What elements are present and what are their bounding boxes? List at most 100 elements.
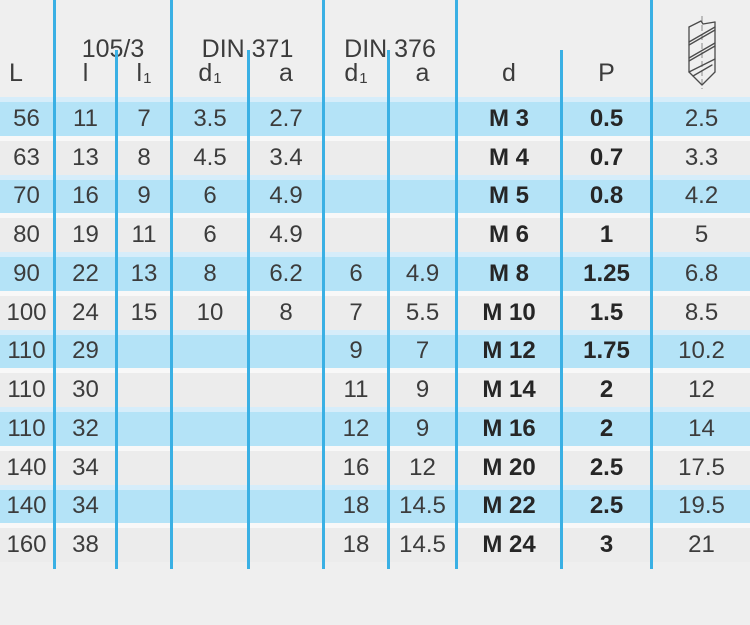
cell-d1-371: 3.5 bbox=[170, 97, 247, 136]
cell-a-371: 8 bbox=[247, 290, 322, 330]
cell-l: 30 bbox=[53, 368, 115, 407]
cell-a-376 bbox=[387, 135, 455, 175]
cell-a-376: 9 bbox=[387, 368, 455, 407]
table-bottom-line-stubs bbox=[0, 562, 750, 569]
cell-d: M 4 bbox=[455, 135, 560, 175]
table-row: 110 29 9 7 M 12 1.75 10.2 bbox=[0, 329, 750, 369]
cell-d: M 20 bbox=[455, 445, 560, 485]
table-row: 140 34 18 14.5 M 22 2.5 19.5 bbox=[0, 484, 750, 524]
col-header-a-376: a bbox=[387, 50, 455, 97]
table-row: 110 32 12 9 M 16 2 14 bbox=[0, 407, 750, 446]
cell-d1-371: 4.5 bbox=[170, 135, 247, 175]
cell-drill-dia: 12 bbox=[650, 368, 750, 407]
cell-d: M 14 bbox=[455, 368, 560, 407]
cell-d1-371 bbox=[170, 523, 247, 562]
cell-L: 160 bbox=[6, 531, 47, 559]
group-header-105-3: 105/3 bbox=[53, 0, 170, 92]
cell-drill-dia: 2.5 bbox=[650, 97, 750, 136]
group-header-drill bbox=[650, 0, 750, 92]
col-header-d: d bbox=[455, 50, 560, 97]
cell-d: M 12 bbox=[455, 329, 560, 369]
cell-a-376: 14.5 bbox=[387, 523, 455, 562]
cell-a-371: 2.7 bbox=[247, 97, 322, 136]
cell-a-376: 9 bbox=[387, 407, 455, 446]
cell-l: 34 bbox=[53, 484, 115, 524]
cell-L: 56 bbox=[13, 104, 40, 132]
table-row: 110 30 11 9 M 14 2 12 bbox=[0, 368, 750, 407]
cell-d1-376: 12 bbox=[322, 407, 387, 446]
cell-a-371 bbox=[247, 484, 322, 524]
table-row: 100 24 15 10 8 7 5.5 M 10 1.5 8.5 bbox=[0, 290, 750, 330]
cell-l1 bbox=[115, 484, 170, 524]
cell-L: 110 bbox=[7, 337, 46, 365]
cell-l1 bbox=[115, 523, 170, 562]
cell-d1-376: 18 bbox=[322, 523, 387, 562]
cell-a-371: 3.4 bbox=[247, 135, 322, 175]
dimension-table: 105/3 DIN 371 DIN 376 bbox=[0, 0, 750, 569]
cell-a-376 bbox=[387, 97, 455, 136]
table-row: 160 38 18 14.5 M 24 3 21 bbox=[0, 523, 750, 562]
cell-d: M 5 bbox=[455, 174, 560, 214]
cell-d: M 16 bbox=[455, 407, 560, 446]
cell-d1-376 bbox=[322, 174, 387, 214]
cell-d1-376 bbox=[322, 97, 387, 136]
col-header-P: P bbox=[560, 50, 650, 97]
cell-P: 1.25 bbox=[560, 252, 650, 291]
cell-l1: 9 bbox=[115, 174, 170, 214]
cell-d: M 3 bbox=[455, 97, 560, 136]
cell-L: 80 bbox=[13, 221, 40, 249]
cell-l: 13 bbox=[53, 135, 115, 175]
cell-l: 16 bbox=[53, 174, 115, 214]
cell-l: 11 bbox=[53, 97, 115, 136]
cell-l1 bbox=[115, 368, 170, 407]
cell-d1-371 bbox=[170, 329, 247, 369]
cell-P: 1.5 bbox=[560, 290, 650, 330]
cell-drill-dia: 3.3 bbox=[650, 135, 750, 175]
cell-l: 24 bbox=[53, 290, 115, 330]
table-row: 90 22 13 8 6.2 6 4.9 M 8 1.25 6.8 bbox=[0, 252, 750, 291]
cell-a-376 bbox=[387, 213, 455, 252]
cell-L: 100 bbox=[6, 298, 47, 326]
cell-l1: 13 bbox=[115, 252, 170, 291]
cell-d1-371: 10 bbox=[170, 290, 247, 330]
cell-a-371 bbox=[247, 368, 322, 407]
cell-P: 2.5 bbox=[560, 445, 650, 485]
cell-d: M 8 bbox=[455, 252, 560, 291]
cell-d: M 10 bbox=[455, 290, 560, 330]
cell-L: 110 bbox=[7, 376, 46, 404]
cell-l1: 8 bbox=[115, 135, 170, 175]
cell-d: M 22 bbox=[455, 484, 560, 524]
cell-d1-376 bbox=[322, 135, 387, 175]
cell-a-371: 4.9 bbox=[247, 174, 322, 214]
cell-l: 34 bbox=[53, 445, 115, 485]
cell-L: 110 bbox=[7, 414, 46, 442]
cell-d1-371: 6 bbox=[170, 213, 247, 252]
cell-L: 63 bbox=[13, 143, 40, 171]
cell-L: 140 bbox=[6, 492, 47, 520]
cell-P: 0.7 bbox=[560, 135, 650, 175]
cell-l: 19 bbox=[53, 213, 115, 252]
cell-d: M 24 bbox=[455, 523, 560, 562]
cell-a-371 bbox=[247, 445, 322, 485]
cell-drill-dia: 17.5 bbox=[650, 445, 750, 485]
table-row: 140 34 16 12 M 20 2.5 17.5 bbox=[0, 445, 750, 485]
cell-drill-dia: 10.2 bbox=[650, 329, 750, 369]
cell-l1: 15 bbox=[115, 290, 170, 330]
cell-d1-376: 9 bbox=[322, 329, 387, 369]
cell-d1-376: 7 bbox=[322, 290, 387, 330]
col-header-a-371: a bbox=[247, 50, 322, 97]
cell-P: 3 bbox=[560, 523, 650, 562]
col-header-L: L bbox=[9, 59, 23, 87]
cell-drill-dia: 8.5 bbox=[650, 290, 750, 330]
cell-drill-dia: 14 bbox=[650, 407, 750, 446]
cell-d1-376 bbox=[322, 213, 387, 252]
cell-drill-dia: 5 bbox=[650, 213, 750, 252]
cell-d: M 6 bbox=[455, 213, 560, 252]
cell-a-371: 4.9 bbox=[247, 213, 322, 252]
group-header-empty-dp bbox=[455, 0, 650, 92]
cell-d1-371 bbox=[170, 445, 247, 485]
cell-drill-dia: 6.8 bbox=[650, 252, 750, 291]
